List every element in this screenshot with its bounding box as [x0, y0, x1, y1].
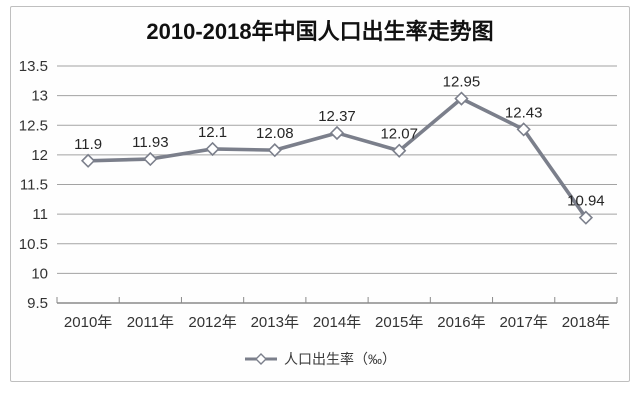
- x-tick-label: 2017年: [499, 314, 547, 331]
- data-point-marker: [516, 122, 531, 137]
- data-label: 11.93: [132, 134, 168, 151]
- x-tick-label: 2012年: [188, 314, 236, 331]
- data-label: 12.07: [380, 126, 418, 143]
- data-label: 12.43: [505, 104, 543, 121]
- data-point-marker: [143, 151, 158, 167]
- y-tick-label: 13.5: [19, 58, 48, 75]
- data-label: 12.1: [198, 124, 227, 141]
- data-point-marker: [578, 210, 594, 225]
- y-tick-label: 13: [31, 88, 48, 105]
- y-tick-label: 10.5: [19, 236, 48, 253]
- chart-card: 2010-2018年中国人口出生率走势图 9.5 10 10.5 11 11.5 12 12…: [10, 6, 630, 382]
- chart-title: 2010-2018年中国人口出生率走势图: [146, 19, 494, 44]
- line-chart: 9.5 10 10.5 11 11.5 12 12.5 13 13.5 2010年 2011年 201…: [19, 58, 618, 331]
- legend-diamond: [255, 353, 267, 365]
- x-tick-label: 2013年: [251, 314, 299, 331]
- data-label: 12.95: [443, 74, 481, 91]
- x-tick-label: 2015年: [375, 314, 423, 331]
- y-tick-label: 11: [32, 206, 48, 223]
- x-tick-label: 2014年: [313, 314, 361, 331]
- y-tick-label: 12.5: [19, 117, 48, 134]
- y-tick-label: 12: [31, 147, 48, 164]
- data-label: 11.9: [74, 136, 102, 153]
- data-point-marker: [454, 91, 469, 106]
- data-point-marker: [205, 141, 220, 157]
- data-label: 12.37: [318, 108, 356, 125]
- legend-label: 人口出生率（‰）: [284, 351, 396, 367]
- data-point-marker: [267, 143, 282, 158]
- data-label: 12.08: [256, 125, 294, 142]
- data-point-marker: [329, 125, 345, 141]
- legend: 人口出生率（‰）: [244, 349, 396, 369]
- x-tick-label: 2010年: [64, 314, 112, 331]
- y-tick-label: 11.5: [20, 177, 48, 194]
- y-tick-label: 9.5: [27, 295, 48, 312]
- x-tick-label: 2011年: [127, 314, 174, 331]
- data-point-marker: [80, 153, 96, 168]
- line-series-marker-icon: [245, 353, 277, 365]
- x-tick-label: 2018年: [562, 314, 610, 331]
- data-point-marker: [392, 143, 407, 158]
- y-tick-label: 10: [31, 265, 48, 282]
- x-tick-label: 2016年: [437, 314, 485, 331]
- data-label: 10.94: [567, 193, 605, 210]
